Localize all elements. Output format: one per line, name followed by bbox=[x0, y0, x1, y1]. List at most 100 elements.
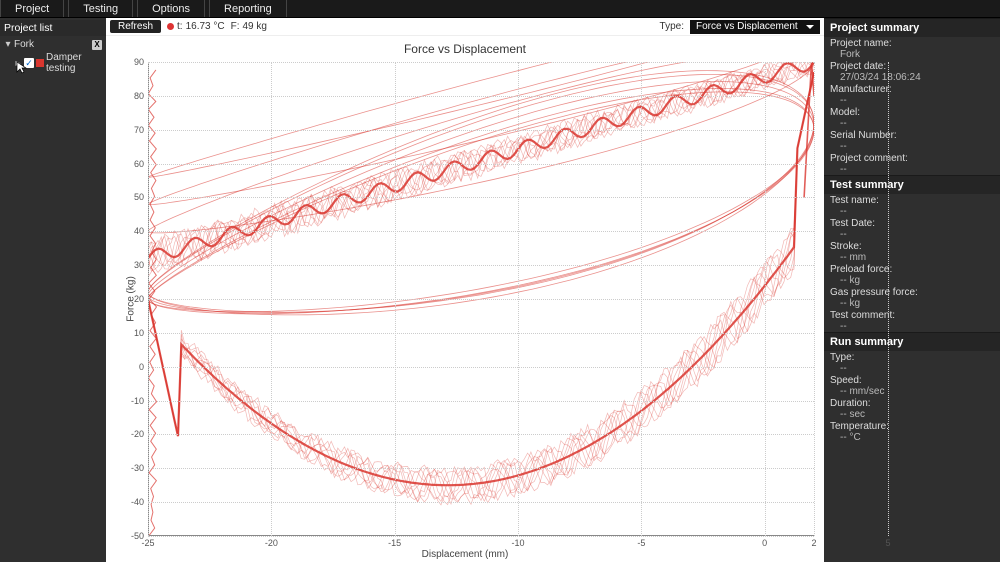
tree-close-icon[interactable]: X bbox=[92, 40, 102, 50]
gridline-v bbox=[395, 62, 396, 536]
y-tick-label: 80 bbox=[134, 91, 144, 101]
gridline-v bbox=[148, 62, 149, 536]
x-tick-label: -20 bbox=[265, 538, 278, 548]
run-field: Type:-- bbox=[824, 351, 1000, 374]
gridline-h bbox=[148, 197, 814, 198]
y-tick-label: 50 bbox=[134, 192, 144, 202]
top-menu: ProjectTestingOptionsReporting bbox=[0, 0, 1000, 18]
chart-title: Force vs Displacement bbox=[106, 36, 824, 56]
tree-child-label: Damper testing bbox=[46, 52, 102, 74]
run-field: Temperature:-- °C bbox=[824, 420, 1000, 443]
gridline-h bbox=[148, 164, 814, 165]
test-field: Stroke:-- mm bbox=[824, 240, 1000, 263]
gridline-h bbox=[148, 130, 814, 131]
force-prefix: F: bbox=[231, 21, 240, 32]
test-field: Gas pressure force:-- kg bbox=[824, 286, 1000, 309]
temp-prefix: t: bbox=[177, 21, 183, 32]
gridline-h bbox=[148, 367, 814, 368]
y-tick-label: 70 bbox=[134, 125, 144, 135]
project-list-panel: Project list ▾ Fork X ▸ ✓ Damper testing bbox=[0, 18, 106, 562]
gridline-h bbox=[148, 401, 814, 402]
y-tick-label: -20 bbox=[131, 429, 144, 439]
project-field: Project date:27/03/24 18:06:24 bbox=[824, 60, 1000, 83]
y-tick-label: 90 bbox=[134, 57, 144, 67]
gridline-h bbox=[148, 231, 814, 232]
force-readout: F: 49 kg bbox=[231, 21, 267, 32]
x-tick-label: 0 bbox=[762, 538, 767, 548]
gridline-v bbox=[518, 62, 519, 536]
menu-item-reporting[interactable]: Reporting bbox=[209, 0, 287, 17]
y-tick-label: 20 bbox=[134, 294, 144, 304]
run-field: Speed:-- mm/sec bbox=[824, 374, 1000, 397]
tree-toggle-icon[interactable]: ▾ bbox=[4, 39, 12, 50]
y-tick-label: -10 bbox=[131, 396, 144, 406]
temp-value: 16.73 °C bbox=[186, 21, 225, 32]
project-field: Model:-- bbox=[824, 106, 1000, 129]
x-tick-label: -15 bbox=[388, 538, 401, 548]
y-tick-label: 40 bbox=[134, 226, 144, 236]
test-field: Test name:-- bbox=[824, 194, 1000, 217]
project-field: Project name:Fork bbox=[824, 37, 1000, 60]
y-tick-label: 0 bbox=[139, 362, 144, 372]
type-selected-value: Force vs Displacement bbox=[696, 21, 798, 32]
chart-area: Force vs Displacement Force (kg) Displac… bbox=[106, 36, 824, 562]
gridline-h bbox=[148, 502, 814, 503]
x-tick-label: -25 bbox=[141, 538, 154, 548]
type-label: Type: bbox=[660, 21, 684, 32]
gridline-h bbox=[148, 333, 814, 334]
menu-item-options[interactable]: Options bbox=[137, 0, 205, 17]
refresh-button[interactable]: Refresh bbox=[110, 20, 161, 33]
summary-panel: Project summaryProject name:ForkProject … bbox=[824, 18, 1000, 562]
y-tick-label: -30 bbox=[131, 463, 144, 473]
main-panel: Refresh t: 16.73 °C F: 49 kg Type: Force… bbox=[106, 18, 824, 562]
menu-item-testing[interactable]: Testing bbox=[68, 0, 133, 17]
gridline-v bbox=[888, 62, 889, 536]
tree-root-label: Fork bbox=[14, 39, 90, 50]
project-summary-title: Project summary bbox=[824, 18, 1000, 37]
gridline-h bbox=[148, 536, 814, 537]
chart-toolbar: Refresh t: 16.73 °C F: 49 kg Type: Force… bbox=[106, 18, 824, 36]
gridline-h bbox=[148, 299, 814, 300]
gridline-h bbox=[148, 96, 814, 97]
test-summary-title: Test summary bbox=[824, 175, 1000, 194]
x-tick-label: -5 bbox=[637, 538, 645, 548]
tree-expand-icon[interactable]: ▸ bbox=[14, 58, 22, 69]
x-tick-label: 5 bbox=[885, 538, 890, 548]
gridline-h bbox=[148, 468, 814, 469]
project-field: Serial Number:-- bbox=[824, 129, 1000, 152]
gridline-v bbox=[271, 62, 272, 536]
tree-checkbox[interactable]: ✓ bbox=[24, 58, 34, 68]
project-field: Manufacturer:-- bbox=[824, 83, 1000, 106]
plot-area[interactable]: -50-40-30-20-100102030405060708090-25-20… bbox=[148, 62, 814, 536]
gridline-v bbox=[641, 62, 642, 536]
series-color-swatch[interactable] bbox=[36, 59, 44, 67]
run-summary-title: Run summary bbox=[824, 332, 1000, 351]
test-field: Preload force:-- kg bbox=[824, 263, 1000, 286]
force-value: 49 kg bbox=[243, 21, 267, 32]
record-dot-icon bbox=[167, 23, 174, 30]
y-tick-label: 30 bbox=[134, 260, 144, 270]
gridline-h bbox=[148, 62, 814, 63]
x-axis-label: Displacement (mm) bbox=[422, 549, 509, 560]
test-field: Test Date:-- bbox=[824, 217, 1000, 240]
run-field: Duration:-- sec bbox=[824, 397, 1000, 420]
gridline-h bbox=[148, 434, 814, 435]
project-tree: ▾ Fork X ▸ ✓ Damper testing bbox=[0, 36, 106, 77]
temp-readout: t: 16.73 °C bbox=[167, 21, 225, 32]
gridline-v bbox=[765, 62, 766, 536]
test-field: Test comment:-- bbox=[824, 309, 1000, 332]
gridline-v bbox=[814, 62, 815, 536]
chart-type-select[interactable]: Force vs Displacement bbox=[690, 20, 820, 34]
gridline-h bbox=[148, 265, 814, 266]
project-field: Project comment:-- bbox=[824, 152, 1000, 175]
y-tick-label: 10 bbox=[134, 328, 144, 338]
menu-item-project[interactable]: Project bbox=[0, 0, 64, 17]
y-tick-label: 60 bbox=[134, 159, 144, 169]
y-tick-label: -40 bbox=[131, 497, 144, 507]
tree-row-root[interactable]: ▾ Fork X bbox=[2, 38, 104, 51]
x-tick-label: 2 bbox=[811, 538, 816, 548]
project-list-title: Project list bbox=[0, 20, 106, 36]
x-tick-label: -10 bbox=[511, 538, 524, 548]
caret-down-icon bbox=[806, 25, 814, 29]
tree-row-child[interactable]: ▸ ✓ Damper testing bbox=[2, 51, 104, 75]
